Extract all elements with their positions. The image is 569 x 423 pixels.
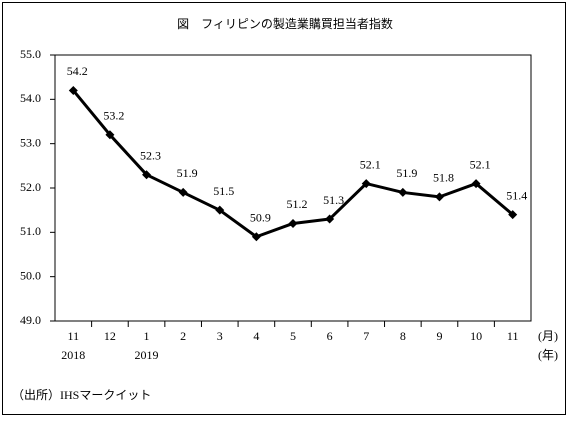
x-tick-label: 4 [253, 329, 259, 343]
y-tick-label: 50.0 [20, 268, 41, 282]
y-tick-label: 51.0 [20, 224, 41, 238]
marker [508, 210, 518, 220]
source: （出所）IHSマークイット [12, 388, 151, 402]
data-label: 52.3 [140, 148, 161, 162]
y-tick-label: 55.0 [20, 47, 41, 61]
data-label: 52.1 [360, 157, 381, 171]
data-label: 51.4 [506, 188, 527, 202]
x-tick-label: 1 [144, 329, 150, 343]
frame [2, 2, 566, 415]
year-label: 2018 [61, 348, 85, 362]
year-label: 2019 [135, 348, 159, 362]
marker [398, 187, 408, 197]
data-label: 51.3 [323, 193, 344, 207]
data-label: 53.2 [103, 109, 124, 123]
x-unit: (月) [538, 329, 558, 343]
x-tick-label: 10 [470, 329, 482, 343]
y-tick-label: 49.0 [20, 313, 41, 327]
x-tick-label: 11 [507, 329, 519, 343]
marker [68, 85, 78, 95]
data-label: 51.5 [213, 184, 234, 198]
marker [178, 187, 188, 197]
marker [251, 232, 261, 242]
x-tick-label: 11 [68, 329, 80, 343]
y-tick-label: 54.0 [20, 91, 41, 105]
year-unit: (年) [538, 348, 558, 362]
data-label: 51.9 [396, 166, 417, 180]
x-tick-label: 3 [217, 329, 223, 343]
marker [434, 192, 444, 202]
x-tick-label: 12 [104, 329, 116, 343]
y-tick-label: 53.0 [20, 135, 41, 149]
chart-title: 図 フィリピンの製造業購買担当者指数 [177, 16, 393, 31]
x-tick-label: 5 [290, 329, 296, 343]
data-label: 54.2 [67, 64, 88, 78]
data-label: 51.2 [287, 197, 308, 211]
marker [288, 218, 298, 228]
marker [215, 205, 225, 215]
data-label: 51.9 [177, 166, 198, 180]
x-tick-label: 8 [400, 329, 406, 343]
data-label: 51.8 [433, 171, 454, 185]
data-label: 50.9 [250, 211, 271, 225]
data-label: 52.1 [470, 157, 491, 171]
x-tick-label: 9 [436, 329, 442, 343]
marker [471, 179, 481, 189]
x-tick-label: 7 [363, 329, 369, 343]
marker [142, 170, 152, 180]
marker [325, 214, 335, 224]
x-tick-label: 6 [327, 329, 333, 343]
marker [361, 179, 371, 189]
y-tick-label: 52.0 [20, 180, 41, 194]
marker [105, 130, 115, 140]
x-tick-label: 2 [180, 329, 186, 343]
